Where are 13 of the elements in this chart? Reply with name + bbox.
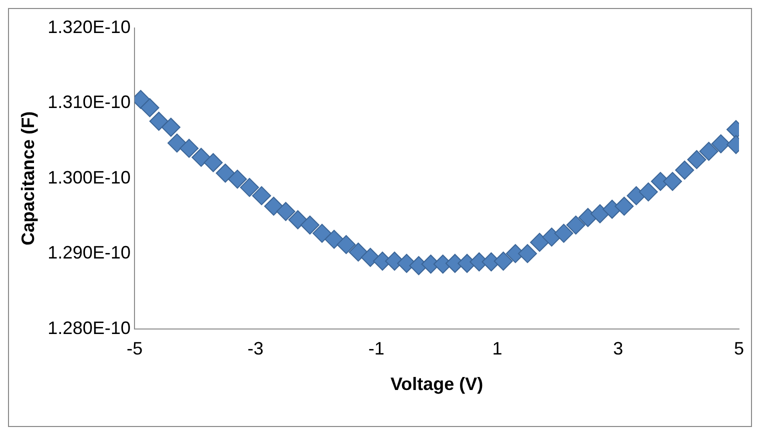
x-tick-label: 1 bbox=[492, 338, 502, 359]
y-axis-title: Capacitance (F) bbox=[18, 111, 38, 246]
y-tick-label: 1.290E-10 bbox=[48, 242, 131, 263]
y-tick-label: 1.310E-10 bbox=[48, 92, 131, 112]
x-tick-label: 3 bbox=[613, 338, 624, 359]
x-tick-label: -5 bbox=[126, 338, 143, 359]
x-tick-label: 5 bbox=[734, 338, 744, 359]
x-axis-title: Voltage (V) bbox=[390, 374, 484, 394]
x-tick-label: -1 bbox=[368, 338, 384, 359]
x-tick-label: -3 bbox=[248, 338, 264, 359]
y-tick-label: 1.300E-10 bbox=[48, 167, 131, 188]
y-tick-label: 1.320E-10 bbox=[48, 16, 131, 37]
y-tick-label: 1.280E-10 bbox=[48, 318, 131, 338]
